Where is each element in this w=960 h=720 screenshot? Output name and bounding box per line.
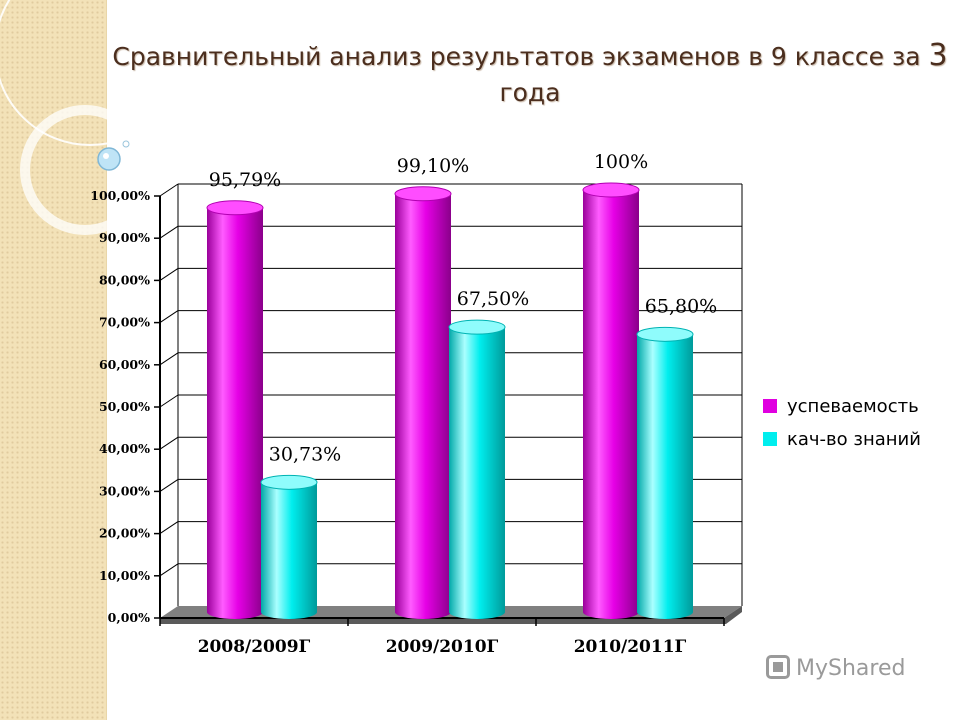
bar-body (637, 334, 693, 619)
watermark: MyShared (766, 655, 905, 681)
slide-title: Сравнительный анализ результатов экзамен… (110, 38, 950, 111)
title-last: года (499, 78, 561, 107)
deco-bubble (97, 147, 121, 171)
grid-line-side (159, 183, 179, 197)
bar-top (582, 182, 640, 198)
x-tick-label: 2010/2011Г (574, 637, 687, 657)
x-axis-ticks: 2008/2009Г 2009/2010Г 2010/2011Г (159, 618, 725, 657)
y-tick-label: 50,00% (99, 399, 150, 414)
bar (260, 474, 318, 619)
chart-floor-edge (160, 606, 742, 624)
grid-line-side (159, 478, 179, 492)
myshared-logo-icon (766, 655, 790, 679)
deco-ring-large (0, 0, 160, 146)
grid-line-side (159, 436, 179, 450)
bar-top (260, 474, 318, 490)
watermark-text: MyShared (796, 656, 906, 681)
data-labels: 95,79% 30,73% 99,10% 67,50% 100% 65,80% (209, 151, 717, 465)
y-tick-label: 80,00% (99, 272, 150, 287)
bar (206, 200, 264, 619)
y-tick-label: 90,00% (99, 230, 150, 245)
deco-bubble-highlight (103, 153, 109, 159)
bar-top (206, 200, 264, 216)
grid-line-side (159, 310, 179, 324)
bar (582, 182, 640, 619)
grid-line-side (159, 352, 179, 366)
data-label: 67,50% (457, 288, 529, 310)
deco-ring-thick (20, 105, 150, 235)
bar-top (394, 186, 452, 202)
y-tick-label: 40,00% (99, 441, 150, 456)
y-axis-ticks: 0,00% 10,00% 20,00% 30,00% 40,00% 50,00% 60,00… (90, 188, 160, 625)
deco-bubble-small (122, 140, 130, 148)
bar-body (583, 190, 639, 619)
title-main: Сравнительный анализ результатов экзамен… (112, 42, 929, 71)
legend: успеваемость кач-во знаний (763, 396, 921, 450)
bar-body (207, 207, 263, 619)
x-tick-label: 2008/2009Г (198, 637, 311, 657)
bar-top (636, 326, 694, 342)
bar (394, 186, 452, 619)
y-tick-label: 30,00% (99, 483, 150, 498)
y-tick-label: 100,00% (90, 188, 150, 203)
grid-line-side (159, 521, 179, 535)
y-tick-label: 20,00% (99, 526, 150, 541)
legend-swatch (763, 432, 777, 446)
bar-top (448, 319, 506, 335)
x-tick-label: 2009/2010Г (386, 637, 499, 657)
y-tick-label: 10,00% (99, 568, 150, 583)
bar-body (395, 193, 451, 619)
data-label: 95,79% (209, 169, 281, 191)
y-tick-label: 60,00% (99, 357, 150, 372)
legend-swatch (763, 399, 777, 413)
bars (206, 182, 694, 619)
grid-line-side (159, 563, 179, 577)
decorative-circles (0, 0, 160, 235)
y-tick-label: 0,00% (108, 610, 150, 625)
grid-line-side (159, 267, 179, 281)
grid-line-side (159, 394, 179, 408)
bar (448, 319, 506, 619)
title-number: 3 (928, 38, 948, 73)
bar-body (449, 327, 505, 619)
data-label: 65,80% (645, 295, 717, 317)
legend-label: кач-во знаний (787, 429, 921, 450)
data-label: 99,10% (397, 155, 469, 177)
data-label: 100% (594, 151, 648, 173)
bar-body (261, 482, 317, 619)
bar (636, 326, 694, 619)
y-tick-label: 70,00% (99, 315, 150, 330)
grid-line-side (159, 225, 179, 239)
legend-label: успеваемость (787, 396, 919, 417)
data-label: 30,73% (269, 443, 341, 465)
